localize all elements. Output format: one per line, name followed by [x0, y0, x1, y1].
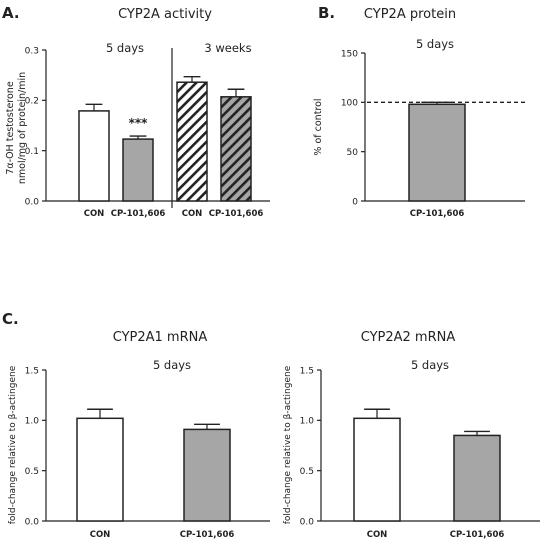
panel-1-category-label: CP-101,606 — [410, 209, 465, 219]
panel-3-ytick-label: 0.0 — [300, 517, 315, 527]
panel-2-ytick-label: 1.5 — [25, 366, 39, 376]
panel-3-ytick-label: 0.5 — [300, 467, 314, 477]
panel-3-ytick-label: 1.0 — [300, 417, 315, 427]
panel-1-ytick-label: 100 — [341, 99, 358, 109]
panel-2-bar — [183, 428, 231, 522]
panel-2-ytick-label: 0.0 — [25, 517, 40, 527]
panel-b-ylabel: % of control — [313, 98, 324, 155]
panel-1-bar — [408, 103, 466, 202]
panel-0-ytick-label: 0.1 — [25, 147, 39, 157]
panel-2-category-label: CP-101,606 — [180, 530, 235, 540]
panel-0-ytick-label: 0.3 — [25, 46, 39, 56]
panel-a-label: A. — [2, 4, 20, 22]
panel-c2-title: CYP2A2 mRNA — [361, 330, 456, 345]
panel-0-bar — [122, 138, 154, 202]
panel-0-category-label: CP-101,606 — [111, 209, 166, 219]
panel-0-ytick-label: 0.2 — [25, 97, 39, 107]
panel-0-category-label: CP-101,606 — [209, 209, 264, 219]
panel-a-subtitle-3weeks: 3 weeks — [204, 41, 251, 55]
panel-c-label: C. — [2, 310, 19, 328]
panel-a-title: CYP2A activity — [118, 7, 212, 22]
panel-c2-ylabel: fold-change relative to β-actingene — [283, 365, 293, 524]
panel-1-ytick-label: 150 — [341, 49, 358, 59]
panel-2-bar — [76, 417, 124, 522]
panel-3-category-label: CON — [367, 530, 388, 540]
panel-1-ytick-label: 50 — [347, 148, 359, 158]
panel-3-ytick-label: 1.5 — [300, 366, 314, 376]
panel-a-subtitle-5days: 5 days — [106, 41, 144, 55]
panel-0-bar — [176, 81, 208, 202]
panel-c2-subtitle: 5 days — [411, 358, 449, 372]
panel-0-bar — [78, 110, 110, 202]
panel-a-ylabel-line1: 7α-OH testosterone — [5, 81, 16, 174]
panel-a-ylabel-line2: nmol/mg of protein/min — [17, 72, 28, 184]
chart-marks: 0.0 0.1 0.2 0.3 CON CP-101,606 *** CON CP-101,60… — [25, 46, 540, 540]
panel-0-category-label: CON — [182, 209, 203, 219]
panel-3-bar — [453, 434, 501, 522]
panel-3-category-label: CP-101,606 — [450, 530, 505, 540]
panel-0-significance-label: *** — [129, 116, 149, 130]
panel-c1-subtitle: 5 days — [153, 358, 191, 372]
panel-b-label: B. — [318, 4, 335, 22]
panel-3-bar — [353, 417, 401, 522]
panel-0-category-label: CON — [84, 209, 105, 219]
panel-c1-title: CYP2A1 mRNA — [113, 330, 208, 345]
panel-2-category-label: CON — [90, 530, 111, 540]
panel-2-ytick-label: 0.5 — [25, 467, 39, 477]
panel-b-title: CYP2A protein — [364, 7, 456, 22]
panel-c1-ylabel: fold-change relative to β-actingene — [8, 365, 18, 524]
panel-1-ytick-label: 0 — [352, 197, 358, 207]
panel-b-subtitle: 5 days — [416, 37, 454, 51]
panel-0-bar — [220, 96, 252, 202]
panel-0-ytick-label: 0.0 — [25, 197, 40, 207]
panel-2-ytick-label: 1.0 — [25, 417, 40, 427]
